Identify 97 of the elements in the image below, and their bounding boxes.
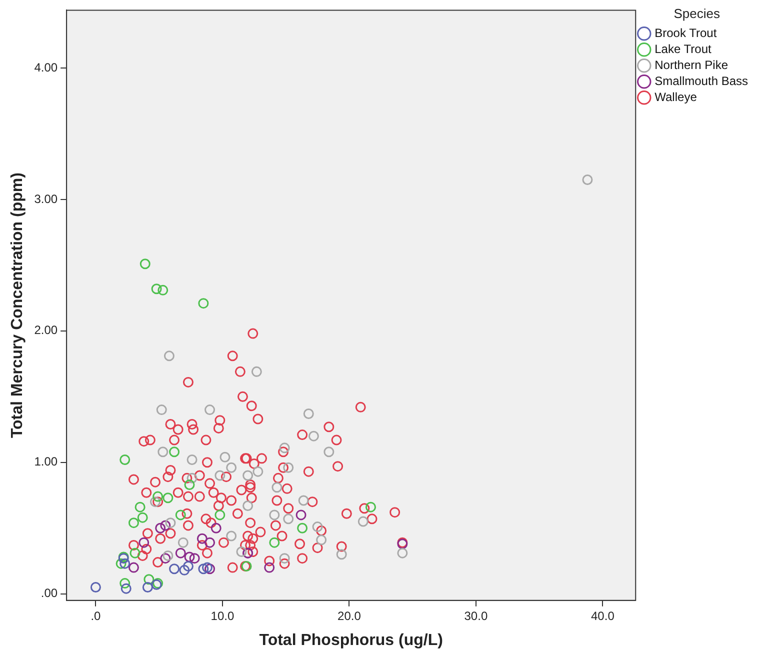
point (182, 560, 194, 572)
point (242, 470, 254, 481)
point (283, 462, 294, 473)
legend-label: Brook Trout (654, 26, 718, 40)
point (358, 516, 368, 527)
point (179, 564, 190, 576)
point (336, 549, 347, 560)
point (312, 522, 323, 532)
x-tick-label: .0 (90, 608, 102, 623)
point (164, 350, 174, 362)
point (142, 582, 153, 593)
point (155, 522, 166, 534)
point (204, 564, 216, 574)
point (582, 174, 593, 186)
point (324, 446, 334, 458)
y-tick-label: .00 (40, 586, 58, 600)
point (214, 470, 226, 481)
point (236, 546, 247, 558)
y-tick-label: 2.00 (34, 323, 58, 338)
point (214, 510, 226, 520)
legend-label: Smallmouth Bass (654, 74, 748, 88)
point (120, 454, 130, 465)
point (308, 430, 319, 442)
point (158, 284, 168, 296)
y-tick-label: 1.00 (34, 454, 58, 469)
point (252, 466, 264, 477)
point (397, 548, 408, 558)
point (140, 258, 150, 270)
point (150, 496, 161, 508)
point (264, 562, 275, 573)
point (269, 510, 280, 520)
point (186, 454, 198, 465)
point (130, 548, 140, 558)
point (298, 495, 309, 506)
point (128, 562, 139, 573)
point (297, 522, 308, 534)
legend-label: Lake Trout (654, 42, 712, 56)
point (184, 479, 195, 490)
point (160, 520, 171, 531)
point (186, 472, 198, 484)
point (158, 446, 168, 458)
point (165, 518, 176, 528)
point (269, 537, 280, 548)
point (162, 550, 174, 561)
point (184, 552, 195, 562)
point (198, 564, 209, 574)
point (196, 533, 208, 544)
x-tick-label: 30.0 (464, 608, 488, 623)
point (178, 537, 188, 548)
x-axis-title: Total Phosphorus (ug/L) (259, 632, 443, 649)
point (204, 404, 216, 416)
point (169, 564, 180, 574)
point (152, 491, 164, 502)
y-axis-title: Total Mercury Concentration (ppm) (9, 172, 26, 438)
point (189, 553, 200, 564)
legend-label: Walleye (654, 90, 698, 104)
legend-label: Northern Pike (654, 58, 728, 72)
point (162, 492, 174, 504)
point (120, 578, 130, 589)
point (210, 522, 222, 534)
point (220, 452, 230, 462)
y-tick-label: 3.00 (34, 192, 58, 206)
point (151, 284, 162, 294)
point (175, 510, 186, 520)
y-tick-label: 4.00 (34, 60, 58, 74)
point (156, 404, 167, 416)
point (316, 534, 327, 546)
point (296, 510, 306, 520)
point (160, 553, 171, 564)
point (272, 482, 282, 493)
x-tick-label: 20.0 (338, 608, 362, 623)
point (226, 530, 237, 542)
point (137, 512, 148, 523)
point (283, 514, 294, 524)
x-tick-label: 40.0 (591, 608, 615, 623)
point (128, 518, 139, 528)
point (279, 553, 290, 564)
point (251, 366, 262, 377)
point (198, 298, 209, 309)
point (169, 446, 180, 458)
point (144, 574, 154, 585)
point (202, 562, 212, 573)
point (226, 462, 237, 473)
point (204, 537, 216, 548)
x-tick-label: 10.0 (210, 608, 234, 623)
point (303, 408, 314, 419)
point (175, 548, 186, 558)
point (120, 558, 130, 569)
point (134, 502, 146, 512)
point (116, 558, 126, 569)
point (242, 500, 254, 512)
point (120, 583, 132, 594)
point (138, 537, 150, 548)
legend-title: Species (674, 6, 720, 22)
point (365, 502, 376, 512)
point (90, 582, 101, 593)
point (279, 442, 290, 454)
